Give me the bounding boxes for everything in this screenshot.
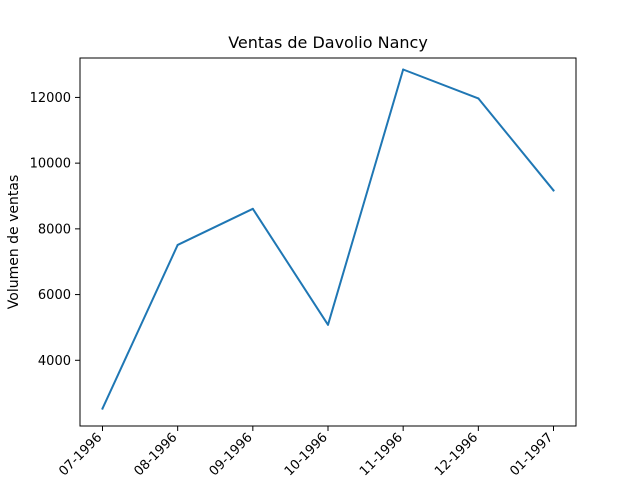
y-axis-ticks: 4000 6000 8000 10000 12000 — [30, 91, 80, 369]
data-point — [552, 189, 555, 192]
data-point — [101, 407, 104, 410]
series-layer — [101, 68, 555, 410]
y-tick-label: 12000 — [30, 91, 71, 106]
y-tick-label: 8000 — [38, 222, 71, 237]
y-axis-title: Volumen de ventas — [6, 175, 22, 309]
plot-frame — [79, 57, 577, 427]
data-point — [477, 97, 480, 100]
y-tick-label: 10000 — [30, 157, 71, 172]
y-tick-label: 6000 — [38, 288, 71, 303]
y-tick-label: 4000 — [38, 354, 71, 369]
chart-title: Ventas de Davolio Nancy — [228, 33, 428, 52]
data-point — [176, 243, 179, 246]
data-point — [251, 207, 254, 210]
data-point — [402, 68, 405, 71]
data-point — [327, 323, 329, 326]
